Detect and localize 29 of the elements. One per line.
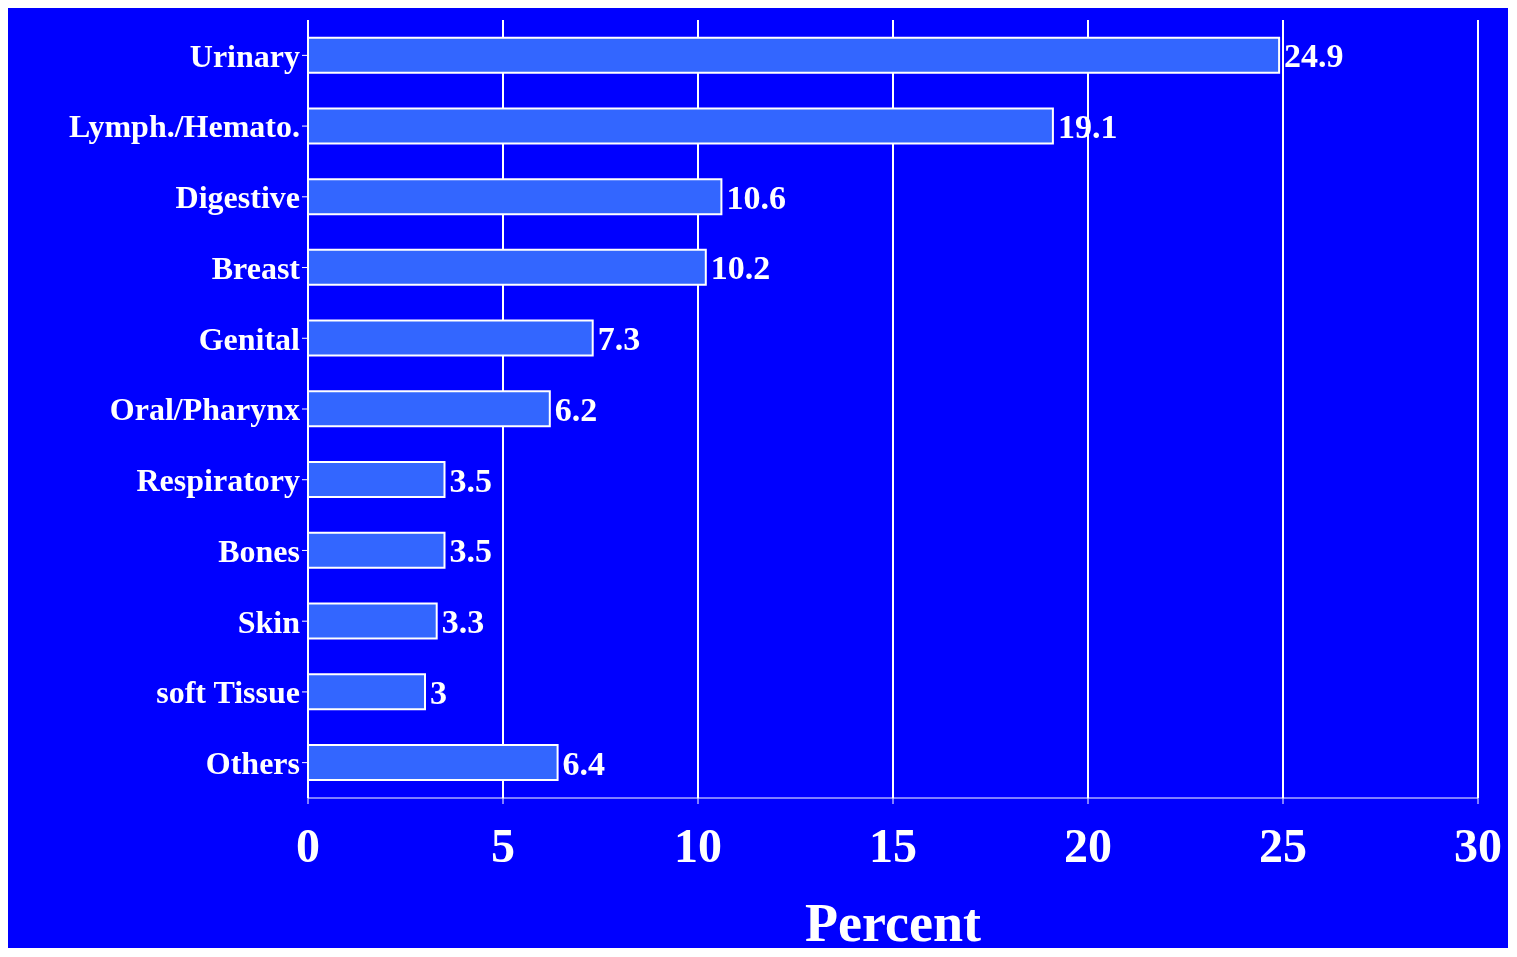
- y-tick-label: Respiratory: [136, 462, 300, 499]
- x-axis-title: Percent: [805, 893, 981, 954]
- x-tick-label: 0: [296, 819, 320, 873]
- x-tick-label: 10: [674, 819, 722, 873]
- data-label: 3.3: [441, 603, 485, 641]
- y-tick-label: soft Tissue: [156, 674, 300, 711]
- data-label: 10.6: [726, 178, 786, 216]
- data-label: 3.5: [449, 461, 492, 499]
- data-label: 6.2: [554, 390, 598, 428]
- data-label: 24.9: [1284, 37, 1344, 75]
- data-label: 3: [430, 673, 447, 711]
- y-tick-label: Breast: [211, 249, 301, 286]
- data-label: 3.5: [449, 532, 492, 570]
- y-tick-label: Lymph./Hemato.: [68, 108, 300, 145]
- y-tick-label: Others: [205, 745, 300, 781]
- x-tick-label: 25: [1259, 819, 1307, 873]
- y-tick-label: Oral/Pharynx: [109, 391, 300, 428]
- y-tick-label: Genital: [198, 320, 301, 357]
- y-tick-label: Urinary: [189, 37, 300, 74]
- y-tick-label: Skin: [237, 603, 301, 640]
- x-tick-label: 30: [1454, 819, 1502, 873]
- data-label: 7.3: [597, 320, 641, 358]
- x-tick-label: 5: [491, 819, 515, 873]
- x-tick-label: 15: [869, 819, 917, 873]
- data-label: 6.4: [562, 744, 606, 782]
- x-tick-label: 20: [1064, 819, 1112, 873]
- y-tick-label: Digestive: [175, 179, 300, 216]
- y-tick-label: Bones: [218, 532, 300, 569]
- data-label: 10.2: [710, 249, 771, 287]
